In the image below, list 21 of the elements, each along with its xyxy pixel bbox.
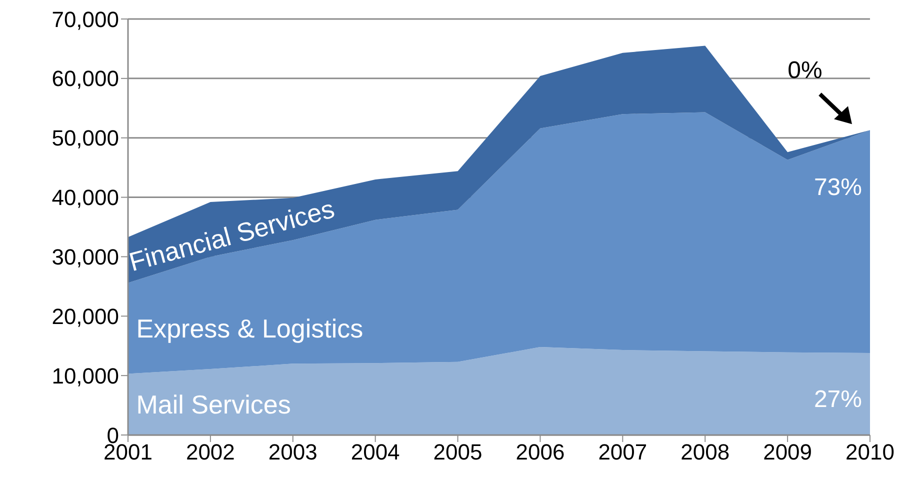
x-tick-label: 2010 [846,440,894,465]
x-tick-label: 2003 [268,440,318,465]
series-label: Mail Services [136,389,291,420]
y-tick-label: 10,000 [52,363,119,388]
annotation: 0% [788,57,822,84]
y-tick-label: 40,000 [52,185,119,210]
series-label: Express & Logistics [136,313,364,344]
y-tick-label: 50,000 [52,126,119,151]
x-tick-label: 2005 [433,440,482,465]
x-tick-label: 2008 [680,440,730,465]
y-tick-label: 30,000 [52,244,119,270]
x-tick-label: 2004 [350,440,400,465]
x-tick-label: 2002 [186,440,235,465]
x-tick-label: 2006 [516,440,565,465]
y-tick-label: 70,000 [52,6,119,32]
y-tick-label: 60,000 [52,66,119,92]
x-tick-label: 2007 [598,440,648,465]
annotation: 27% [814,386,862,414]
annotation: 73% [814,174,862,201]
y-tick-label: 20,000 [52,304,119,329]
x-tick-label: 2009 [763,440,812,465]
